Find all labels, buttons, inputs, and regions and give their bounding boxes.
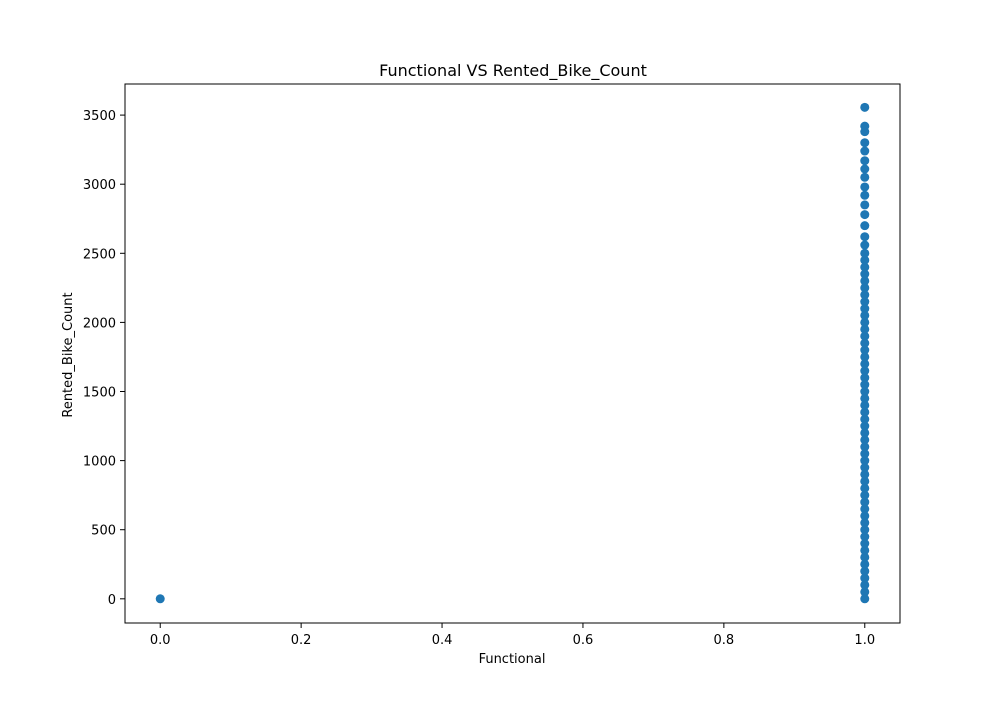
y-tick-label: 1000 <box>83 455 116 470</box>
data-point <box>860 580 870 590</box>
data-point <box>860 552 870 562</box>
data-point <box>860 456 870 466</box>
y-tick-label: 1500 <box>83 386 116 401</box>
data-point <box>860 190 870 200</box>
chart-title: Functional VS Rented_Bike_Count <box>379 61 647 81</box>
data-point <box>860 331 870 341</box>
data-point <box>860 573 870 583</box>
x-tick-label: 0.0 <box>150 633 171 648</box>
data-point <box>860 269 870 279</box>
data-point <box>860 442 870 452</box>
data-point <box>860 221 870 231</box>
data-point <box>860 539 870 549</box>
data-point <box>860 380 870 390</box>
y-tick-label: 0 <box>108 593 116 608</box>
data-point <box>860 248 870 258</box>
data-point <box>860 532 870 542</box>
x-axis-ticks: 0.0 0.2 0.4 0.6 0.8 1.0 <box>150 623 875 648</box>
data-point <box>860 504 870 514</box>
x-tick-label: 0.4 <box>432 633 453 648</box>
data-point <box>860 449 870 459</box>
data-point <box>860 421 870 431</box>
data-point <box>860 483 870 493</box>
data-point <box>860 164 870 174</box>
data-point <box>860 463 870 473</box>
x-tick-label: 0.8 <box>714 633 735 648</box>
y-axis-label: Rented_Bike_Count <box>61 292 76 417</box>
data-point <box>860 559 870 569</box>
data-point <box>860 255 870 265</box>
data-point <box>860 359 870 369</box>
data-point <box>860 373 870 383</box>
data-point <box>860 240 870 250</box>
data-point <box>860 138 870 148</box>
x-tick-label: 1.0 <box>854 633 875 648</box>
data-point <box>860 338 870 348</box>
data-point <box>860 393 870 403</box>
data-point <box>860 490 870 500</box>
data-point <box>860 102 870 112</box>
data-point <box>860 511 870 521</box>
data-point <box>860 400 870 410</box>
plot-area-frame <box>124 83 901 624</box>
data-point <box>860 324 870 334</box>
data-point <box>860 545 870 555</box>
data-point <box>155 594 165 604</box>
data-point <box>860 366 870 376</box>
data-point <box>860 428 870 438</box>
data-point <box>860 283 870 293</box>
data-point <box>860 387 870 397</box>
y-tick-label: 3000 <box>83 178 116 193</box>
data-point <box>860 182 870 192</box>
data-point <box>860 304 870 314</box>
data-point <box>860 290 870 300</box>
data-point <box>860 518 870 528</box>
data-point <box>860 297 870 307</box>
data-point <box>860 469 870 479</box>
y-tick-label: 2500 <box>83 247 116 262</box>
data-point <box>860 121 870 131</box>
points-layer <box>155 102 870 604</box>
data-point <box>860 262 870 272</box>
x-tick-label: 0.6 <box>573 633 594 648</box>
data-point <box>860 497 870 507</box>
data-point <box>860 345 870 355</box>
y-tick-label: 2000 <box>83 316 116 331</box>
data-point <box>860 566 870 576</box>
data-point <box>860 587 870 597</box>
data-point <box>860 317 870 327</box>
x-tick-label: 0.2 <box>291 633 312 648</box>
data-point <box>860 352 870 362</box>
y-tick-label: 3500 <box>83 109 116 124</box>
data-point <box>860 414 870 424</box>
data-point <box>860 210 870 220</box>
data-point <box>860 435 870 445</box>
data-point <box>860 146 870 156</box>
data-point <box>860 476 870 486</box>
data-point <box>860 310 870 320</box>
y-tick-label: 500 <box>91 524 116 539</box>
data-point <box>860 594 870 604</box>
data-point <box>860 232 870 242</box>
data-point <box>860 407 870 417</box>
data-point <box>860 525 870 535</box>
data-point <box>860 156 870 166</box>
data-point <box>860 276 870 286</box>
x-axis-label: Functional <box>479 652 546 667</box>
y-axis-ticks: 0 500 1000 1500 2000 2500 3000 3500 <box>83 109 125 608</box>
data-point <box>860 172 870 182</box>
data-point <box>860 200 870 210</box>
